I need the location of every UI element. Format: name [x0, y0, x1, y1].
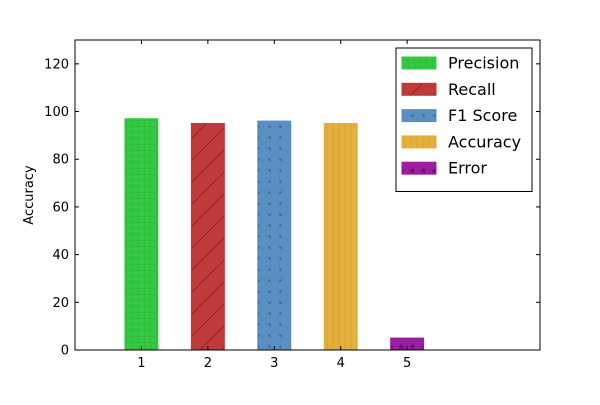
- y-tick-label: 80: [52, 153, 69, 168]
- y-tick-label: 0: [61, 344, 69, 359]
- y-tick-label: 120: [44, 57, 69, 72]
- legend: Precision Recall F1 Score Accuracy Error: [395, 47, 533, 192]
- legend-label: Accuracy: [448, 132, 521, 151]
- legend-swatch: [401, 135, 437, 149]
- legend-label: Error: [448, 159, 487, 178]
- legend-swatch: [401, 161, 437, 175]
- bar-recall: [190, 122, 225, 351]
- plot-frame: [74, 39, 541, 351]
- legend-label: F1 Score: [448, 106, 517, 125]
- x-tick-label: 1: [137, 356, 145, 371]
- x-tick-label: 5: [403, 356, 411, 371]
- bar-precision: [124, 118, 159, 351]
- y-tick-label: 40: [52, 248, 69, 263]
- legend-label: Precision: [448, 54, 519, 73]
- x-tick-label: 3: [270, 356, 278, 371]
- bar-accuracy: [323, 122, 358, 351]
- bar-f1-score: [257, 120, 292, 351]
- legend-swatch: [401, 82, 437, 96]
- y-tick-label: 100: [44, 105, 69, 120]
- axes-layer: 0 20 40 60 80 100 120 1 2 3 4 5: [44, 39, 541, 371]
- legend-swatch: [401, 56, 437, 70]
- x-tick-label: 2: [204, 356, 212, 371]
- y-axis-label: Accuracy: [22, 165, 37, 225]
- bars-layer: [124, 118, 425, 351]
- y-tick-label: 60: [52, 200, 69, 215]
- legend-swatch: [401, 109, 437, 123]
- y-tick-label: 20: [52, 296, 69, 311]
- x-tick-label: 4: [337, 356, 345, 371]
- legend-label: Recall: [448, 80, 496, 99]
